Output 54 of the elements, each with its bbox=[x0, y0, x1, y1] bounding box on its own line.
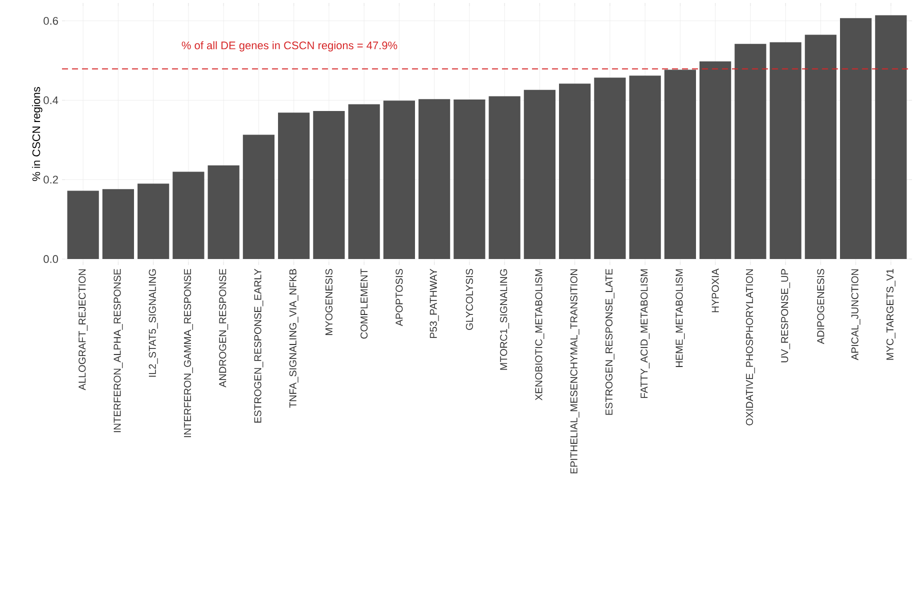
ref-line-label: % of all DE genes in CSCN regions = 47.9% bbox=[182, 41, 398, 52]
bar bbox=[278, 112, 310, 260]
x-tick-label: ADIPOGENESIS bbox=[817, 268, 824, 344]
bar bbox=[770, 42, 802, 260]
x-tick-label: INTERFERON_GAMMA_RESPONSE bbox=[184, 268, 193, 438]
bar bbox=[700, 61, 732, 260]
x-tick-label: XENOBIOTIC_METABOLISM bbox=[535, 269, 544, 400]
bar bbox=[208, 165, 240, 260]
bar bbox=[348, 104, 380, 260]
x-tick-label: APOPTOSIS bbox=[396, 268, 403, 326]
y-tick-label: 0.0 bbox=[44, 255, 58, 263]
bar bbox=[840, 18, 872, 260]
x-tick-label: HEME_METABOLISM bbox=[676, 269, 685, 367]
x-tick-label: P53_PATHWAY bbox=[430, 268, 439, 338]
y-tick-label: 0.2 bbox=[44, 176, 58, 184]
y-tick-label: 0.4 bbox=[44, 96, 58, 104]
bar bbox=[804, 34, 836, 260]
x-tick-label: COMPLEMENT bbox=[360, 268, 368, 339]
y-axis-title: % in CSCN regions bbox=[32, 87, 42, 181]
x-tick-label: UV_RESPONSE_UP bbox=[781, 269, 790, 362]
x-tick-label: EPITHELIAL_MESENCHYMAL_TRANSITION bbox=[570, 269, 580, 474]
bar bbox=[383, 100, 415, 260]
bar bbox=[242, 134, 275, 260]
x-tick-label: GLYCOLYSIS bbox=[466, 268, 473, 330]
bar bbox=[67, 190, 99, 260]
x-tick-label: MTORC1_SIGNALING bbox=[500, 269, 510, 370]
bar bbox=[172, 172, 204, 260]
x-tick-label: HYPOXIA bbox=[712, 268, 719, 312]
x-tick-label: MYC_TARGETS_V1 bbox=[886, 269, 896, 360]
bar bbox=[629, 76, 661, 260]
x-tick-label: INTERFERON_ALPHA_RESPONSE bbox=[114, 268, 123, 432]
bar bbox=[102, 189, 134, 260]
x-tick-label: APICAL_JUNCTION bbox=[851, 269, 860, 360]
bar bbox=[488, 96, 520, 260]
bar bbox=[313, 110, 345, 260]
x-tick-label: ESTROGEN_RESPONSE_EARLY bbox=[254, 268, 264, 423]
bar bbox=[418, 99, 450, 260]
x-tick-label: ESTROGEN_RESPONSE_LATE bbox=[605, 268, 614, 415]
x-tick-label: ALLOGRAFT_REJECTION bbox=[78, 269, 88, 390]
y-tick-label: 0.6 bbox=[44, 16, 58, 25]
bar bbox=[559, 84, 591, 260]
bar bbox=[524, 90, 556, 260]
bar bbox=[875, 15, 907, 260]
x-tick-label: OXIDATIVE_PHOSPHORYLATION bbox=[746, 269, 755, 426]
x-tick-label: MYOGENESIS bbox=[325, 268, 332, 335]
bar bbox=[454, 99, 486, 260]
x-tick-label: FATTY_ACID_METABOLISM bbox=[640, 269, 650, 398]
bar bbox=[664, 70, 696, 260]
x-tick-label: TNFA_SIGNALING_VIA_NFKB bbox=[289, 269, 298, 408]
bar bbox=[138, 184, 170, 260]
bar bbox=[734, 44, 766, 260]
x-tick-label: IL2_STAT5_SIGNALING bbox=[148, 269, 158, 377]
bar bbox=[594, 78, 626, 260]
x-tick-label: ANDROGEN_RESPONSE bbox=[219, 268, 228, 388]
